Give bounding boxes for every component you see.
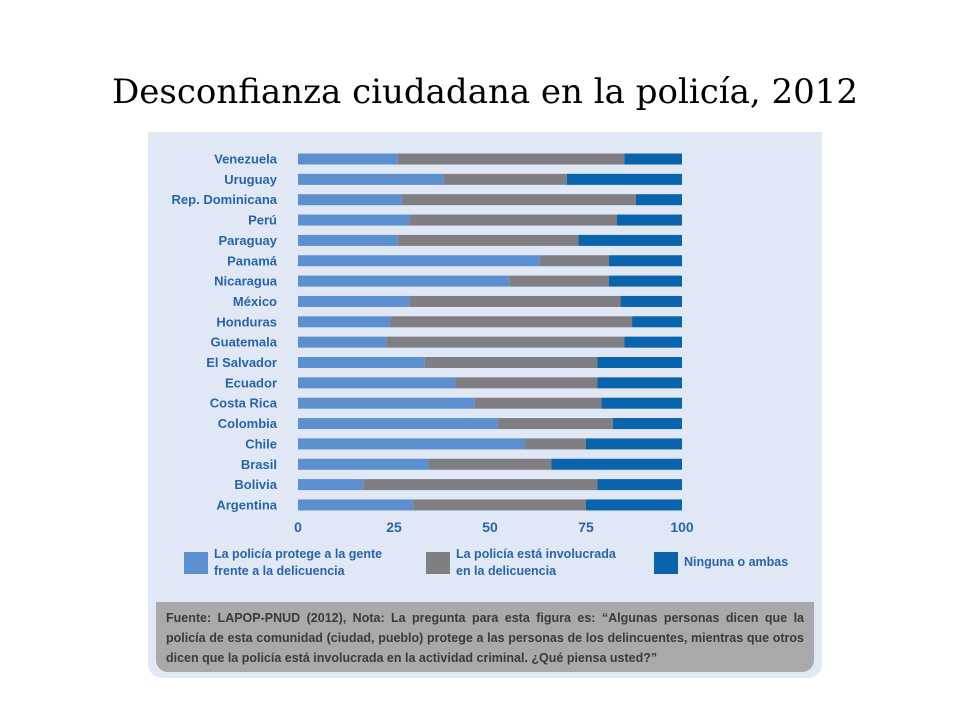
bar-venezuela-series-3 — [624, 153, 682, 165]
category-label-m-xico: México — [233, 294, 277, 309]
legend-label-protege-line2: frente a la delicuencia — [214, 564, 345, 578]
bar-chile-series-1 — [298, 438, 525, 450]
bar-costa-rica-series-3 — [601, 397, 682, 409]
bar-costa-rica-series-2 — [474, 397, 602, 409]
category-label-guatemala: Guatemala — [211, 335, 278, 350]
bar-bolivia-series-3 — [597, 479, 682, 491]
bar-chile-series-3 — [586, 438, 682, 450]
bar-argentina-series-1 — [298, 499, 414, 511]
x-tick-label-50: 50 — [482, 519, 498, 535]
category-label-el-salvador: El Salvador — [206, 355, 277, 370]
bar-m-xico-series-3 — [620, 295, 682, 307]
bar-per--series-1 — [298, 214, 410, 226]
figure-panel: Venezuela Uruguay Rep. Dominicana Perú Parag… — [148, 132, 822, 678]
legend-swatch-ninguna — [654, 552, 678, 574]
x-tick-label-0: 0 — [294, 519, 302, 535]
category-label-costa-rica: Costa Rica — [210, 396, 278, 411]
bar-ecuador-series-1 — [298, 377, 456, 389]
x-tick-label-75: 75 — [578, 519, 594, 535]
bar-el-salvador-series-3 — [597, 357, 682, 368]
bar-ecuador-series-3 — [597, 377, 682, 389]
chart-legend: La policía protege a la gente frente a l… — [184, 546, 814, 602]
bar-panam--series-3 — [609, 255, 682, 267]
bar-per--series-3 — [616, 214, 682, 226]
bar-ecuador-series-2 — [455, 377, 598, 389]
legend-label-involucrada-line1: La policía está involucrada — [456, 547, 616, 561]
bar-colombia-series-3 — [612, 418, 682, 430]
bar-uruguay-series-2 — [443, 173, 567, 185]
legend-label-involucrada-line2: en la delicuencia — [456, 564, 557, 578]
category-label-venezuela: Venezuela — [214, 152, 278, 167]
x-tick-label-25: 25 — [386, 519, 402, 535]
category-label-honduras: Honduras — [216, 314, 277, 329]
bar-colombia-series-2 — [497, 418, 613, 430]
category-label-rep-dominicana: Rep. Dominicana — [172, 192, 278, 207]
bar-honduras-series-1 — [298, 316, 391, 328]
bar-brasil-series-2 — [428, 458, 552, 470]
bar-brasil-series-1 — [298, 458, 429, 470]
legend-item-protege: La policía protege a la gente frente a l… — [184, 546, 382, 580]
category-label-paraguay: Paraguay — [218, 233, 277, 248]
legend-swatch-protege — [184, 552, 208, 574]
category-label-ecuador: Ecuador — [225, 375, 277, 390]
category-label-brasil: Brasil — [241, 457, 277, 472]
bar-argentina-series-3 — [586, 499, 682, 511]
bar-nicaragua-series-3 — [609, 275, 682, 287]
legend-label-protege: La policía protege a la gente frente a l… — [214, 546, 382, 580]
legend-label-ninguna-line1: Ninguna o ambas — [684, 555, 789, 569]
bar-el-salvador-series-2 — [424, 357, 598, 368]
bar-m-xico-series-2 — [409, 295, 621, 307]
category-label-nicaragua: Nicaragua — [214, 274, 278, 289]
bar-bolivia-series-2 — [363, 479, 598, 491]
bar-uruguay-series-3 — [566, 173, 682, 185]
category-label-colombia: Colombia — [218, 416, 278, 431]
bar-chile-series-2 — [524, 438, 586, 450]
bar-paraguay-series-2 — [397, 234, 579, 246]
bar-venezuela-series-2 — [397, 153, 625, 165]
stacked-bar-chart: Venezuela Uruguay Rep. Dominicana Perú Parag… — [172, 152, 694, 536]
legend-item-ninguna: Ninguna o ambas — [654, 546, 788, 574]
bar-guatemala-series-3 — [624, 336, 682, 348]
legend-label-involucrada: La policía está involucrada en la delicu… — [456, 546, 616, 580]
bar-guatemala-series-2 — [386, 336, 625, 348]
bar-guatemala-series-1 — [298, 336, 387, 348]
bar-per--series-2 — [409, 214, 617, 226]
legend-item-involucrada: La policía está involucrada en la delicu… — [426, 546, 616, 580]
bar-rep-dominicana-series-2 — [401, 194, 636, 206]
legend-label-protege-line1: La policía protege a la gente — [214, 547, 383, 561]
bar-el-salvador-series-1 — [298, 357, 425, 368]
source-note: Fuente: LAPOP-PNUD (2012), Nota: La preg… — [156, 602, 814, 672]
bar-uruguay-series-1 — [298, 173, 444, 185]
source-note-text: Fuente: LAPOP-PNUD (2012), Nota: La preg… — [166, 611, 804, 665]
bar-nicaragua-series-1 — [298, 275, 510, 287]
bar-m-xico-series-1 — [298, 295, 410, 307]
bar-panam--series-2 — [539, 255, 610, 267]
category-label-uruguay: Uruguay — [224, 172, 278, 187]
bar-nicaragua-series-2 — [509, 275, 610, 287]
bar-bolivia-series-1 — [298, 479, 364, 491]
bar-rep-dominicana-series-1 — [298, 194, 402, 206]
bar-honduras-series-3 — [632, 316, 682, 328]
bar-venezuela-series-1 — [298, 153, 398, 165]
category-label-per-: Perú — [248, 213, 277, 228]
bar-brasil-series-3 — [551, 458, 682, 470]
x-tick-label-100: 100 — [670, 519, 694, 535]
bar-colombia-series-1 — [298, 418, 498, 430]
category-label-bolivia: Bolivia — [234, 477, 277, 492]
category-label-argentina: Argentina — [216, 497, 277, 512]
bar-panam--series-1 — [298, 255, 540, 267]
legend-label-ninguna: Ninguna o ambas — [684, 554, 788, 571]
bar-paraguay-series-1 — [298, 234, 398, 246]
bar-argentina-series-2 — [413, 499, 586, 511]
bar-rep-dominicana-series-3 — [635, 194, 682, 206]
bar-costa-rica-series-1 — [298, 397, 475, 409]
category-label-panam-: Panamá — [227, 253, 278, 268]
bar-paraguay-series-3 — [578, 234, 682, 246]
bar-honduras-series-2 — [390, 316, 633, 328]
slide-title: Desconfianza ciudadana en la policía, 20… — [112, 72, 859, 112]
legend-swatch-involucrada — [426, 552, 450, 574]
category-label-chile: Chile — [245, 436, 277, 451]
